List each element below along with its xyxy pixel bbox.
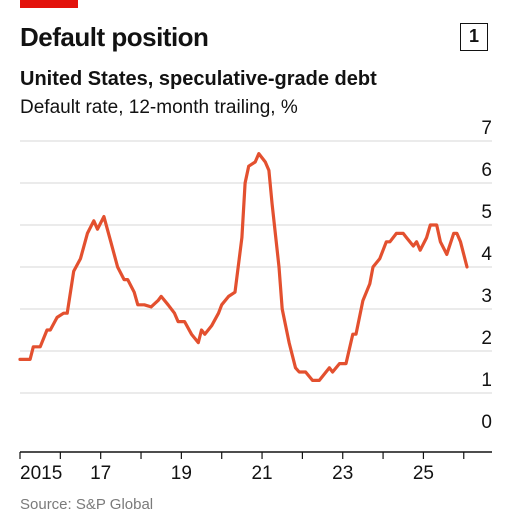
x-tick-label: 23 — [332, 463, 353, 484]
grid-lines — [20, 140, 492, 394]
y-tick-label: 0 — [481, 412, 492, 433]
x-tick-label: 21 — [251, 463, 272, 484]
y-tick-label: 6 — [481, 160, 492, 181]
y-tick-label: 3 — [481, 286, 492, 307]
series-line-default-rate — [18, 152, 469, 382]
y-tick-label: 7 — [481, 118, 492, 139]
chart-subtitle: United States, speculative-grade debt — [20, 68, 377, 90]
source-note: Source: S&P Global — [20, 496, 154, 513]
chart-number-badge: 1 — [460, 23, 488, 51]
x-tick-label: 19 — [171, 463, 192, 484]
chart-description: Default rate, 12-month trailing, % — [20, 97, 298, 118]
chart-title: Default position — [20, 22, 209, 52]
accent-bar — [20, 0, 78, 8]
y-tick-label: 4 — [481, 244, 492, 265]
x-tick-label: 25 — [413, 463, 434, 484]
series-layer — [18, 152, 469, 382]
y-tick-label: 5 — [481, 202, 492, 223]
y-tick-label: 2 — [481, 328, 492, 349]
x-tick-label: 2015 — [20, 463, 62, 484]
x-tick-label: 17 — [90, 463, 111, 484]
y-tick-label: 1 — [481, 370, 492, 391]
x-axis: 2015 17 19 21 23 25 — [19, 451, 492, 484]
y-tick-labels: 0 1 2 3 4 5 6 7 — [481, 118, 492, 433]
